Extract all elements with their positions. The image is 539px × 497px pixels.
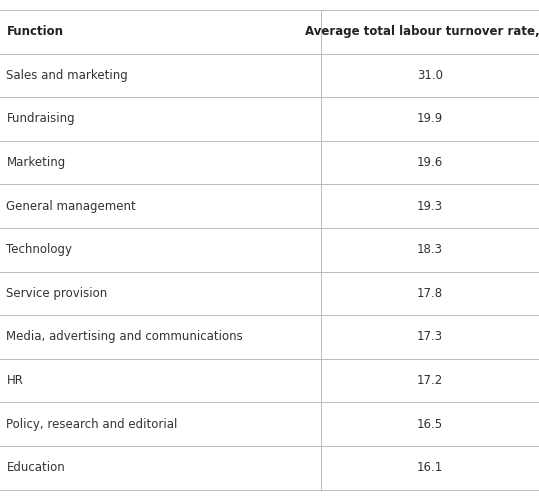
Text: 19.9: 19.9 — [417, 112, 443, 125]
Text: Function: Function — [6, 25, 64, 38]
Text: Policy, research and editorial: Policy, research and editorial — [6, 417, 178, 430]
Text: Education: Education — [6, 461, 65, 474]
Text: Average total labour turnover rate, %: Average total labour turnover rate, % — [305, 25, 539, 38]
Text: 18.3: 18.3 — [417, 243, 443, 256]
Text: 19.3: 19.3 — [417, 200, 443, 213]
Text: Media, advertising and communications: Media, advertising and communications — [6, 331, 243, 343]
Text: HR: HR — [6, 374, 23, 387]
Text: General management: General management — [6, 200, 136, 213]
Text: Technology: Technology — [6, 243, 72, 256]
Text: 31.0: 31.0 — [417, 69, 443, 82]
Text: 17.8: 17.8 — [417, 287, 443, 300]
Text: Fundraising: Fundraising — [6, 112, 75, 125]
Text: Sales and marketing: Sales and marketing — [6, 69, 128, 82]
Text: 16.5: 16.5 — [417, 417, 443, 430]
Text: 17.3: 17.3 — [417, 331, 443, 343]
Text: 17.2: 17.2 — [417, 374, 443, 387]
Text: 16.1: 16.1 — [417, 461, 443, 474]
Text: Service provision: Service provision — [6, 287, 108, 300]
Text: 19.6: 19.6 — [417, 156, 443, 169]
Text: Marketing: Marketing — [6, 156, 66, 169]
